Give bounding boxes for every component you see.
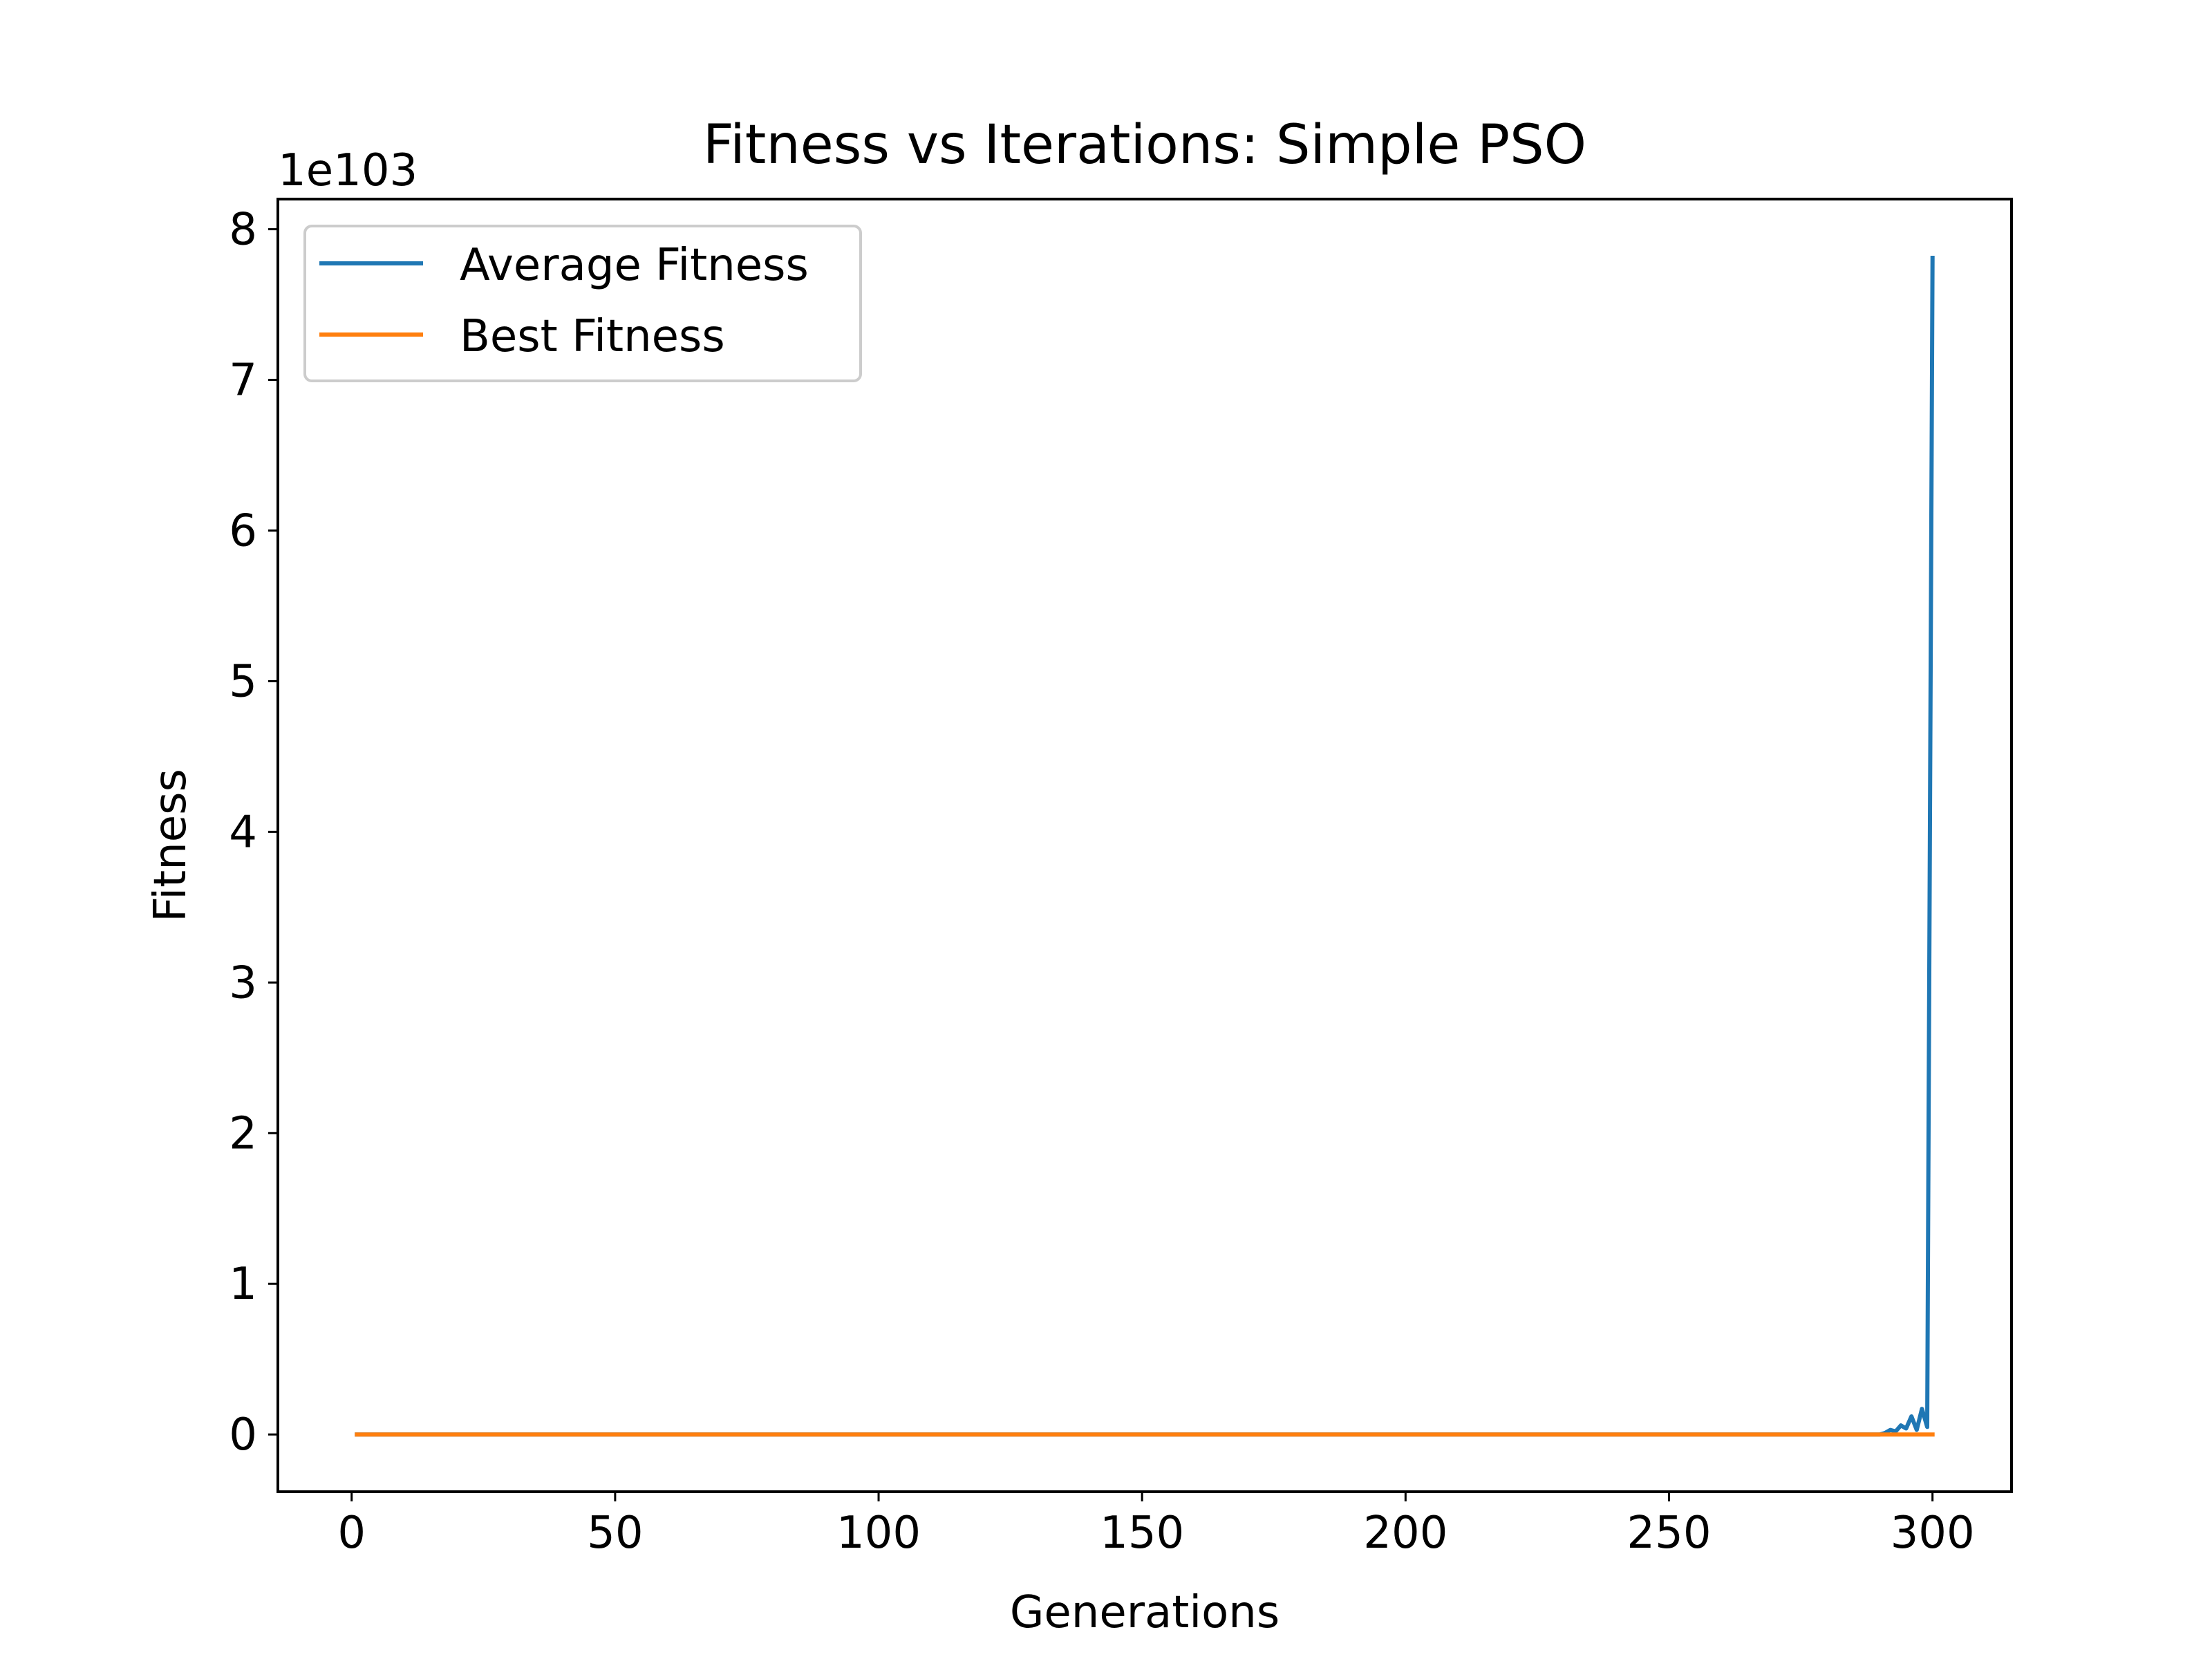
x-tick-label: 150 (1100, 1508, 1184, 1559)
x-tick-label: 200 (1363, 1508, 1447, 1559)
legend-label-average-fitness: Average Fitness (460, 240, 809, 291)
axes-frame (276, 198, 2013, 1493)
x-axis-label: Generations (1010, 1587, 1280, 1638)
y-tick-label: 3 (229, 957, 257, 1009)
x-tick-label: 300 (1891, 1508, 1975, 1559)
y-offset-text: 1e103 (278, 145, 418, 196)
x-axis: 0 50 100 150 200 250 300 (337, 1492, 1975, 1559)
y-tick-label: 4 (229, 807, 257, 858)
legend-box (303, 225, 862, 382)
y-tick-label: 2 (229, 1108, 257, 1159)
y-tick-label: 5 (229, 656, 257, 707)
legend-label-best-fitness: Best Fitness (460, 311, 725, 362)
chart-title: Fitness vs Iterations: Simple PSO (703, 114, 1586, 176)
y-tick-label: 0 (229, 1409, 257, 1461)
y-tick-label: 6 (229, 505, 257, 556)
x-tick-label: 100 (836, 1508, 921, 1559)
plot-area (276, 198, 2013, 1493)
y-axis: 0 1 2 3 4 5 6 7 8 (229, 205, 278, 1461)
y-tick-label: 7 (229, 355, 257, 406)
x-tick-label: 0 (337, 1508, 366, 1559)
x-tick-label: 50 (587, 1508, 643, 1559)
y-tick-label: 8 (229, 205, 257, 256)
y-axis-label: Fitness (145, 769, 196, 922)
legend: Average Fitness Best Fitness (303, 225, 862, 382)
x-tick-label: 250 (1627, 1508, 1711, 1559)
y-tick-label: 1 (229, 1259, 257, 1310)
series-layer (355, 255, 1935, 1437)
